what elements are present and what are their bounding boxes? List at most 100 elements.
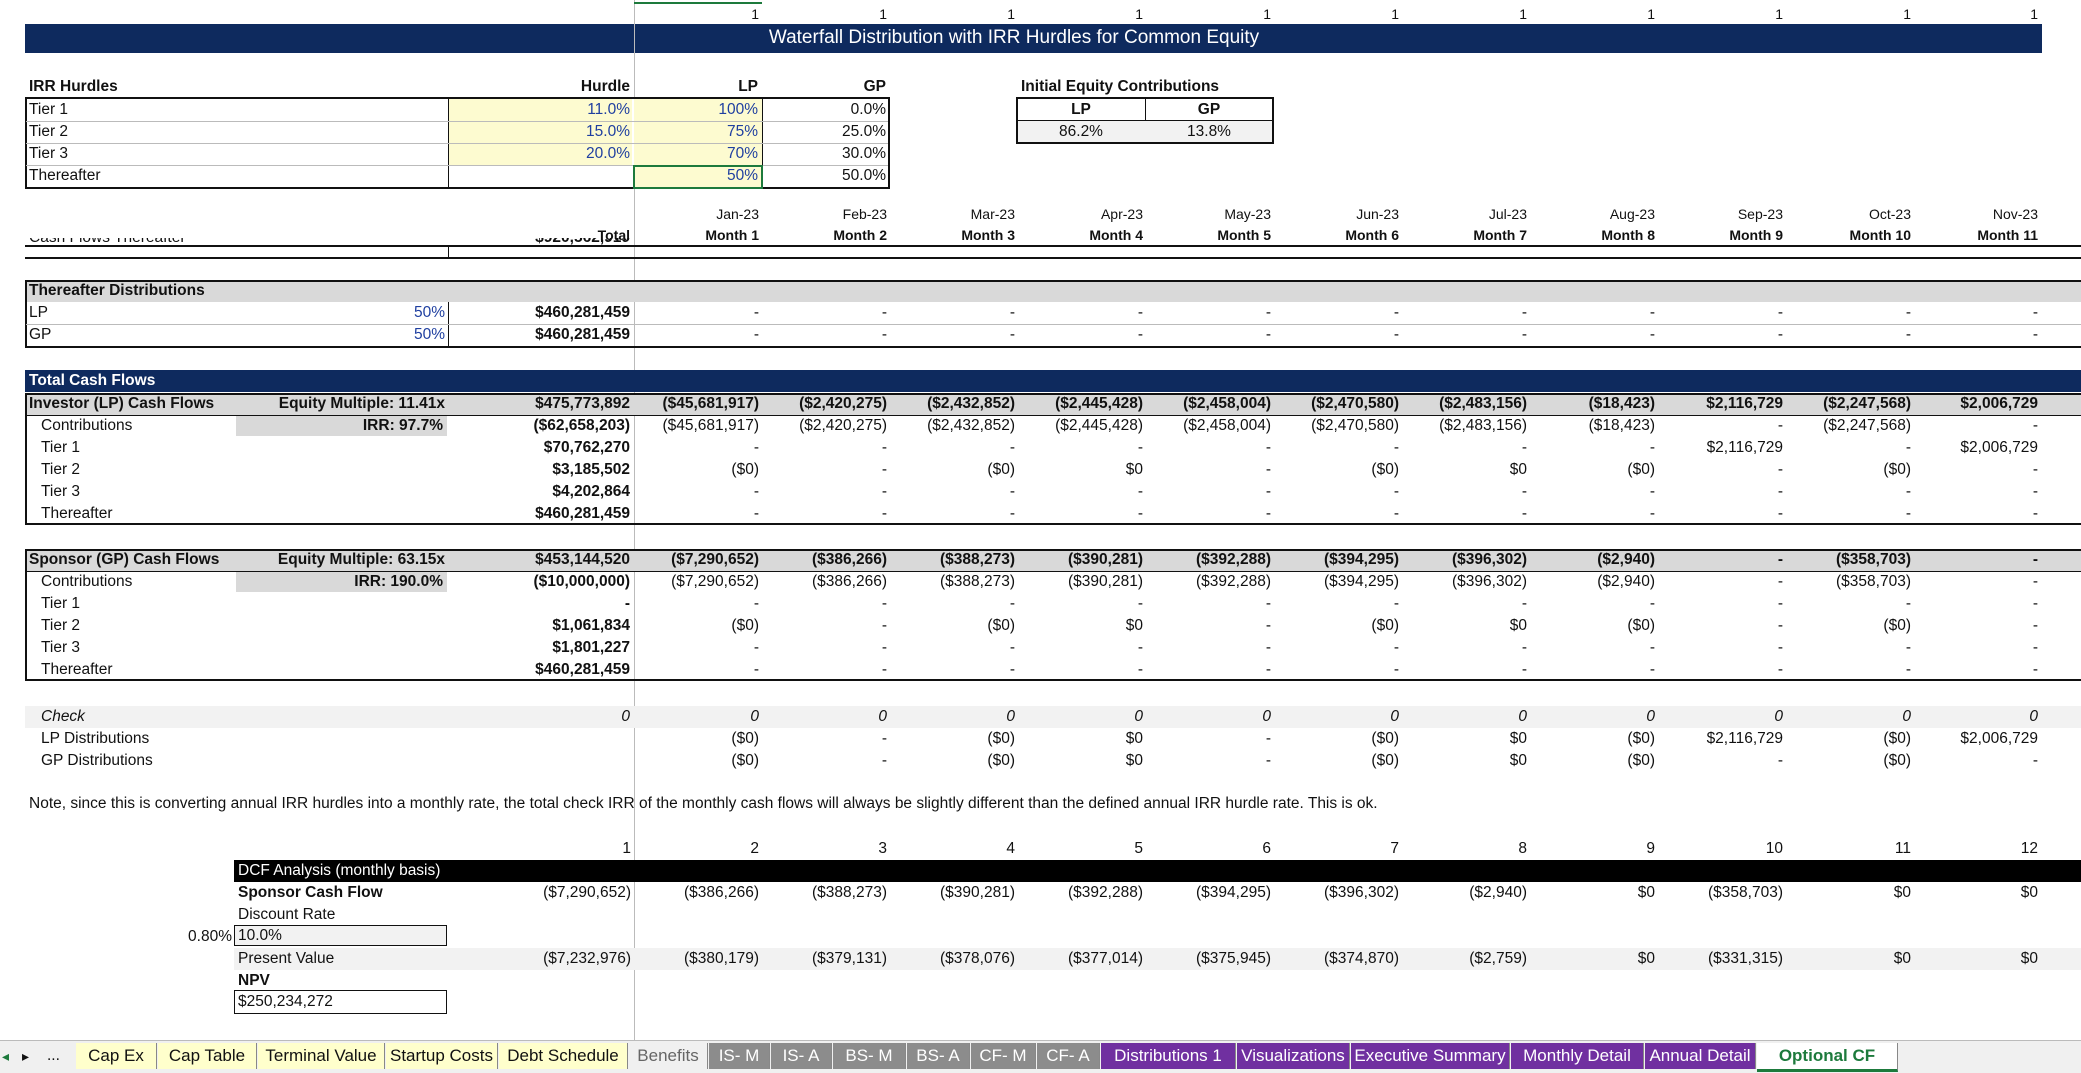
period-month-m8[interactable]: Month 8 bbox=[1601, 227, 1655, 243]
gp-dist-m2[interactable]: - bbox=[881, 752, 887, 769]
thereafter-row1-m5[interactable]: - bbox=[1265, 326, 1271, 343]
lp_block-row3-m2[interactable]: - bbox=[881, 483, 887, 500]
gp_block-row1-m3[interactable]: - bbox=[1009, 595, 1015, 612]
gp_block-row2-m1[interactable]: ($0) bbox=[731, 617, 759, 634]
tab-terminal-value[interactable]: Terminal Value bbox=[258, 1043, 385, 1069]
gp_block-row0-m7[interactable]: ($396,302) bbox=[1452, 573, 1527, 590]
gp_block-row2-m7[interactable]: $0 bbox=[1509, 617, 1527, 634]
lp-split-input[interactable]: 100% bbox=[718, 101, 758, 118]
tab-bs-a[interactable]: BS- A bbox=[907, 1043, 970, 1069]
tab-executive-summary[interactable]: Executive Summary bbox=[1351, 1043, 1510, 1069]
gp_block-row0-m2[interactable]: ($386,266) bbox=[812, 573, 887, 590]
pv-m11[interactable]: $0 bbox=[1893, 950, 1911, 967]
gp_block-total-row-m2[interactable]: ($386,266) bbox=[812, 551, 887, 568]
sponsor-cf-m5[interactable]: ($392,288) bbox=[1068, 884, 1143, 901]
lp_block-row2-m7[interactable]: $0 bbox=[1509, 461, 1527, 478]
thereafter-row0-m2[interactable]: - bbox=[881, 304, 887, 321]
lp_block-row0-m8[interactable]: ($18,423) bbox=[1588, 417, 1655, 434]
lp_block-row2-m8[interactable]: ($0) bbox=[1627, 461, 1655, 478]
gp_block-row2-m2[interactable]: - bbox=[881, 617, 887, 634]
sponsor-cf-m4[interactable]: ($390,281) bbox=[940, 884, 1015, 901]
thereafter-row0-m6[interactable]: - bbox=[1393, 304, 1399, 321]
lp_block-total-row-m10[interactable]: ($2,247,568) bbox=[1823, 395, 1911, 412]
thereafter-row0-m10[interactable]: - bbox=[1905, 304, 1911, 321]
tab-optional-cf-waterfa[interactable]: Optional CF Waterfa bbox=[1757, 1043, 1898, 1072]
tab-is-a[interactable]: IS- A bbox=[771, 1043, 832, 1069]
gp_block-row1-m6[interactable]: - bbox=[1393, 595, 1399, 612]
tab-startup-costs[interactable]: Startup Costs bbox=[386, 1043, 498, 1069]
gp_block-row1-m2[interactable]: - bbox=[881, 595, 887, 612]
sponsor-cf-m3[interactable]: ($388,273) bbox=[812, 884, 887, 901]
thereafter-row1-m7[interactable]: - bbox=[1521, 326, 1527, 343]
tab-ellipsis[interactable]: ... bbox=[47, 1047, 60, 1064]
thereafter-row0-m8[interactable]: - bbox=[1649, 304, 1655, 321]
lp_block-row3-m1[interactable]: - bbox=[753, 483, 759, 500]
lp_block-total-row-m6[interactable]: ($2,470,580) bbox=[1311, 395, 1399, 412]
lp_block-row3-m9[interactable]: - bbox=[1777, 483, 1783, 500]
lp_block-row2-m1[interactable]: ($0) bbox=[731, 461, 759, 478]
gp-dist-m1[interactable]: ($0) bbox=[731, 752, 759, 769]
thereafter-row0-m9[interactable]: - bbox=[1777, 304, 1783, 321]
lp_block-row0-m5[interactable]: ($2,458,004) bbox=[1183, 417, 1271, 434]
gp_block-total-row-m6[interactable]: ($394,295) bbox=[1324, 551, 1399, 568]
tab-cap-ex[interactable]: Cap Ex bbox=[76, 1043, 157, 1069]
sponsor-cf-m6[interactable]: ($394,295) bbox=[1196, 884, 1271, 901]
check-m3[interactable]: 0 bbox=[1006, 708, 1015, 725]
hurdle-rate-input[interactable]: 20.0% bbox=[586, 145, 630, 162]
pv-m10[interactable]: ($331,315) bbox=[1708, 950, 1783, 967]
thereafter-row1-m4[interactable]: - bbox=[1137, 326, 1143, 343]
period-month-m7[interactable]: Month 7 bbox=[1473, 227, 1527, 243]
thereafter-row1-m11[interactable]: - bbox=[2032, 326, 2038, 343]
lp_block-row3-m8[interactable]: - bbox=[1649, 483, 1655, 500]
gp_block-total-row-m11[interactable]: - bbox=[2032, 551, 2038, 568]
npv-value[interactable]: $250,234,272 bbox=[238, 993, 333, 1010]
tab-bs-m[interactable]: BS- M bbox=[833, 1043, 906, 1069]
lp_block-total-row-m11[interactable]: $2,006,729 bbox=[1960, 395, 2038, 412]
lp_block-row0-m4[interactable]: ($2,445,428) bbox=[1055, 417, 1143, 434]
gp_block-row1-m11[interactable]: - bbox=[2032, 595, 2038, 612]
gp_block-row3-m11[interactable]: - bbox=[2032, 639, 2038, 656]
gp_block-row4-m4[interactable]: - bbox=[1137, 661, 1143, 678]
tab-cf-a[interactable]: CF- A bbox=[1037, 1043, 1100, 1069]
lp-dist-m2[interactable]: - bbox=[881, 730, 887, 747]
lp_block-row1-m2[interactable]: - bbox=[881, 439, 887, 456]
lp_block-row3-m6[interactable]: - bbox=[1393, 483, 1399, 500]
gp_block-row3-m2[interactable]: - bbox=[881, 639, 887, 656]
gp_block-row4-m9[interactable]: - bbox=[1777, 661, 1783, 678]
check-m9[interactable]: 0 bbox=[1774, 708, 1783, 725]
period-date-m9[interactable]: Sep-23 bbox=[1737, 206, 1783, 222]
gp_block-row4-m11[interactable]: - bbox=[2032, 661, 2038, 678]
lp_block-total-row-m3[interactable]: ($2,432,852) bbox=[927, 395, 1015, 412]
lp_block-row3-m11[interactable]: - bbox=[2032, 483, 2038, 500]
lp_block-row0-m1[interactable]: ($45,681,917) bbox=[662, 417, 759, 434]
period-month-m1[interactable]: Month 1 bbox=[705, 227, 759, 243]
lp_block-row4-m10[interactable]: - bbox=[1905, 505, 1911, 522]
thereafter-row1-m8[interactable]: - bbox=[1649, 326, 1655, 343]
tab-scroll-next[interactable]: ▸ bbox=[22, 1048, 30, 1064]
period-month-m11[interactable]: Month 11 bbox=[1977, 227, 2038, 243]
lp_block-total-row-m2[interactable]: ($2,420,275) bbox=[799, 395, 887, 412]
period-month-m5[interactable]: Month 5 bbox=[1217, 227, 1271, 243]
pv-m4[interactable]: ($378,076) bbox=[940, 950, 1015, 967]
pv-m7[interactable]: ($374,870) bbox=[1324, 950, 1399, 967]
period-month-m6[interactable]: Month 6 bbox=[1345, 227, 1399, 243]
initial-lp-value[interactable]: 86.2% bbox=[1059, 123, 1103, 140]
tab-distributions-1[interactable]: Distributions 1 bbox=[1101, 1043, 1236, 1069]
gp_block-row0-m6[interactable]: ($394,295) bbox=[1324, 573, 1399, 590]
hurdle-rate-input[interactable]: 15.0% bbox=[586, 123, 630, 140]
lp_block-row0-m2[interactable]: ($2,420,275) bbox=[799, 417, 887, 434]
gp_block-total-row-m10[interactable]: ($358,703) bbox=[1836, 551, 1911, 568]
gp_block-total-row-m8[interactable]: ($2,940) bbox=[1597, 551, 1655, 568]
thereafter-row0-m3[interactable]: - bbox=[1009, 304, 1015, 321]
lp_block-row3-m4[interactable]: - bbox=[1137, 483, 1143, 500]
thereafter-row0-m4[interactable]: - bbox=[1137, 304, 1143, 321]
thereafter-row1-m2[interactable]: - bbox=[881, 326, 887, 343]
sponsor-cf-m8[interactable]: ($2,940) bbox=[1469, 884, 1527, 901]
gp-dist-m5[interactable]: - bbox=[1265, 752, 1271, 769]
gp_block-row2-m6[interactable]: ($0) bbox=[1371, 617, 1399, 634]
lp-dist-m3[interactable]: ($0) bbox=[987, 730, 1015, 747]
gp_block-row1-m8[interactable]: - bbox=[1649, 595, 1655, 612]
pv-m2[interactable]: ($380,179) bbox=[684, 950, 759, 967]
gp-dist-m11[interactable]: - bbox=[2032, 752, 2038, 769]
gp_block-row4-m1[interactable]: - bbox=[753, 661, 759, 678]
